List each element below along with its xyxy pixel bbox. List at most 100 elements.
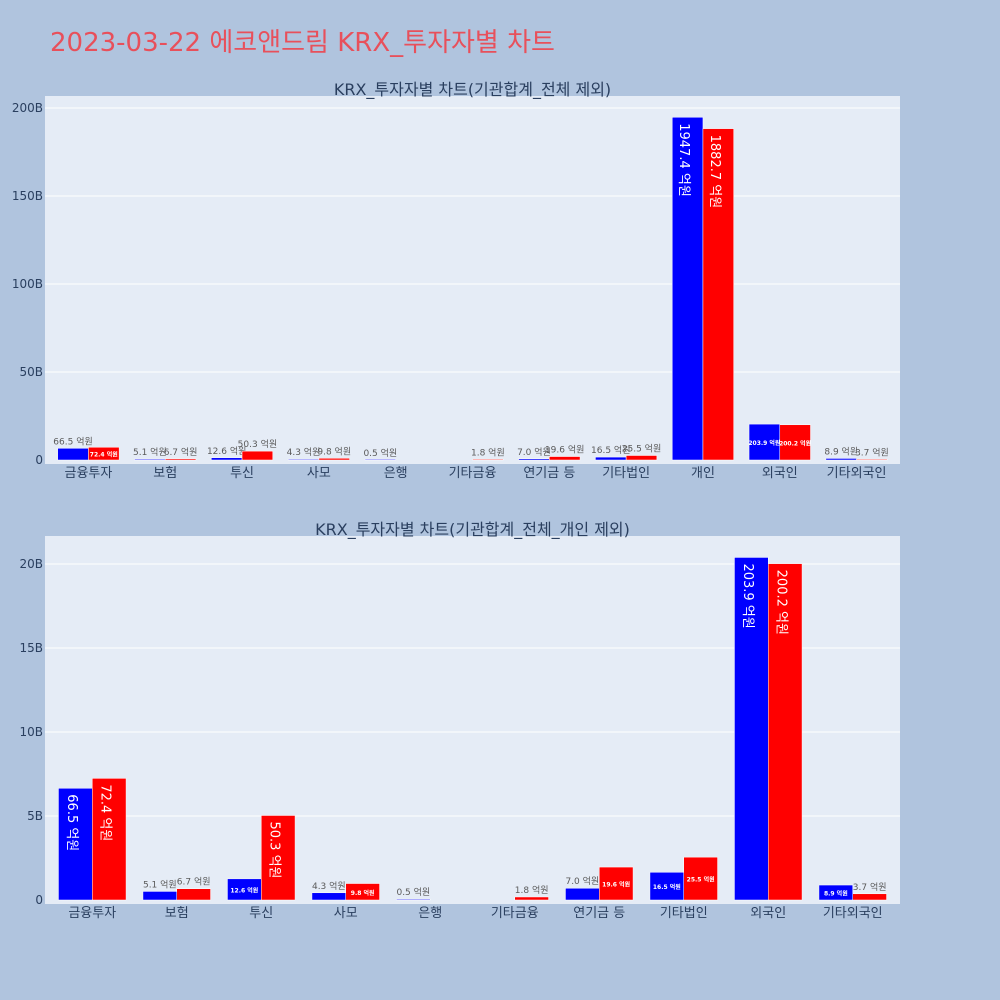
- bar[interactable]: [748, 423, 781, 461]
- data-label: 4.3 억원: [312, 880, 346, 892]
- bar[interactable]: [318, 458, 350, 461]
- bar[interactable]: [345, 883, 380, 901]
- data-label: 72.4 억원: [98, 784, 113, 841]
- data-label: 3.7 억원: [855, 446, 889, 458]
- bar[interactable]: [164, 458, 197, 461]
- data-label: 6.7 억원: [164, 446, 198, 458]
- data-label: 19.6 억원: [545, 444, 584, 456]
- data-label: 50.3 억원: [267, 821, 282, 878]
- y-tick-label: 0: [35, 893, 43, 907]
- data-label: 9.8 억원: [317, 445, 351, 457]
- bar[interactable]: [518, 458, 550, 461]
- x-tick-label: 외국인: [762, 466, 798, 481]
- bar[interactable]: [549, 456, 581, 461]
- page-title: 2023-03-22 에코앤드림 KRX_투자자별 차트: [50, 28, 555, 58]
- x-tick-label: 개인: [691, 466, 715, 481]
- bar[interactable]: [702, 128, 734, 461]
- y-tick-label: 10B: [19, 725, 43, 739]
- data-label: 4.3 억원: [287, 446, 321, 458]
- bar[interactable]: [58, 788, 93, 901]
- bar[interactable]: [649, 872, 685, 901]
- x-tick-label: 투신: [249, 906, 273, 921]
- y-tick-label: 0: [35, 453, 43, 467]
- y-tick-label: 20B: [19, 557, 43, 571]
- bar[interactable]: [625, 455, 658, 461]
- bar[interactable]: [211, 457, 243, 461]
- bar[interactable]: [396, 898, 431, 901]
- bar[interactable]: [241, 450, 274, 461]
- bar[interactable]: [134, 458, 166, 461]
- bar[interactable]: [856, 458, 888, 461]
- data-label: 7.0 억원: [565, 875, 599, 887]
- y-tick-label: 50B: [19, 365, 43, 379]
- bar[interactable]: [311, 892, 347, 901]
- data-label: 16.5 억원: [591, 444, 630, 456]
- x-tick-label: 사모: [334, 906, 358, 921]
- bar[interactable]: [779, 424, 811, 461]
- x-tick-label: 기타외국인: [823, 906, 883, 921]
- data-label: 66.5 억원: [64, 794, 79, 851]
- y-tick-label: 15B: [19, 641, 43, 655]
- x-tick-label: 금융투자: [64, 466, 112, 481]
- x-tick-label: 보험: [153, 466, 177, 481]
- bar[interactable]: [565, 887, 600, 901]
- data-label: 5.1 억원: [133, 446, 167, 458]
- bar[interactable]: [671, 117, 704, 461]
- bar[interactable]: [287, 458, 320, 461]
- bar[interactable]: [261, 815, 296, 901]
- bar[interactable]: [92, 778, 127, 901]
- data-label: 200.2 억원: [779, 439, 811, 447]
- data-label: 203.9 억원: [740, 563, 755, 628]
- y-tick-label: 200B: [12, 101, 43, 115]
- data-label: 200.2 억원: [774, 570, 789, 635]
- bar[interactable]: [142, 891, 177, 901]
- x-tick-label: 기타금융: [491, 906, 539, 921]
- data-label: 1882.7 억원: [707, 135, 722, 209]
- x-tick-label: 투신: [230, 466, 254, 481]
- x-tick-label: 기타금융: [449, 466, 497, 481]
- bar[interactable]: [852, 893, 887, 901]
- bar[interactable]: [472, 458, 504, 461]
- chart-title: KRX_투자자별 차트(기관합계_전체_개인 제외): [315, 520, 630, 540]
- chart-title: KRX_투자자별 차트(기관합계_전체 제외): [334, 80, 611, 100]
- bar[interactable]: [364, 458, 396, 461]
- x-tick-label: 은행: [384, 465, 408, 481]
- data-label: 12.6 억원: [207, 445, 246, 457]
- data-label: 3.7 억원: [853, 881, 887, 893]
- bar[interactable]: [818, 884, 854, 901]
- data-label: 8.9 억원: [824, 890, 848, 898]
- bar[interactable]: [734, 557, 769, 901]
- bar[interactable]: [88, 447, 120, 461]
- data-label: 72.4 억원: [90, 451, 118, 459]
- bar[interactable]: [599, 866, 634, 901]
- data-label: 1947.4 억원: [676, 123, 691, 197]
- data-label: 50.3 억원: [238, 438, 277, 450]
- data-label: 0.5 억원: [396, 886, 430, 898]
- data-label: 19.6 억원: [602, 881, 630, 889]
- x-tick-label: 외국인: [750, 906, 786, 921]
- y-tick-label: 150B: [12, 189, 43, 203]
- data-label: 8.9 억원: [824, 445, 858, 457]
- x-tick-label: 기타법인: [660, 906, 708, 921]
- data-label: 6.7 억원: [177, 876, 211, 888]
- plot-area: [45, 96, 900, 464]
- bar[interactable]: [57, 448, 89, 461]
- x-tick-label: 기타외국인: [827, 466, 887, 481]
- bar[interactable]: [595, 456, 627, 461]
- data-label: 1.8 억원: [471, 447, 505, 459]
- x-tick-label: 사모: [307, 466, 331, 481]
- data-label: 5.1 억원: [143, 878, 177, 890]
- bar[interactable]: [176, 888, 211, 901]
- bar[interactable]: [768, 563, 803, 901]
- x-tick-label: 은행: [418, 905, 442, 921]
- data-label: 9.8 억원: [351, 889, 375, 897]
- bar[interactable]: [825, 458, 857, 461]
- data-label: 203.9 억원: [748, 439, 780, 447]
- x-tick-label: 보험: [165, 906, 189, 921]
- x-tick-label: 금융투자: [68, 906, 116, 921]
- bar[interactable]: [683, 856, 718, 901]
- data-label: 1.8 억원: [515, 884, 549, 896]
- y-tick-label: 100B: [12, 277, 43, 291]
- bar[interactable]: [514, 896, 549, 901]
- data-label: 12.6 억원: [230, 886, 258, 894]
